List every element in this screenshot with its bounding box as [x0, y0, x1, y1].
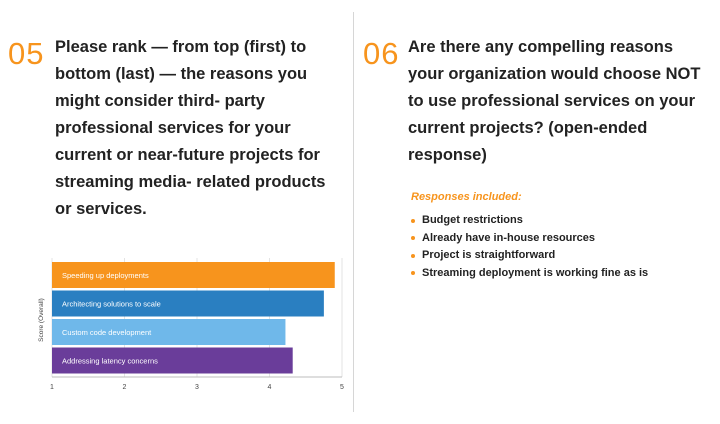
responses-heading: Responses included:	[411, 191, 522, 203]
response-text: Project is straightforward	[422, 249, 556, 261]
responses-list: Budget restrictions Already have in-hous…	[411, 212, 648, 282]
bar-label-4: Addressing latency concerns	[62, 357, 158, 366]
x-tick-label: 4	[268, 384, 272, 391]
bar-label-1: Speeding up deployments	[62, 271, 149, 280]
ranking-bar-chart: Speeding up deployments Architecting solu…	[38, 258, 344, 391]
bullet-icon	[411, 236, 415, 241]
x-tick-label: 3	[195, 384, 199, 391]
x-tick-label: 2	[123, 384, 127, 391]
response-text: Budget restrictions	[422, 214, 523, 226]
bullet-icon	[411, 271, 415, 276]
list-item: Project is straightforward	[411, 247, 648, 265]
bar-4	[52, 347, 293, 374]
bullet-icon	[411, 253, 415, 258]
bullet-icon	[411, 218, 415, 223]
list-item: Streaming deployment is working fine as …	[411, 265, 648, 283]
question-number-05: 05	[8, 36, 45, 71]
response-text: Already have in-house resources	[422, 231, 596, 244]
response-text: Streaming deployment is working fine as …	[422, 266, 649, 279]
list-item: Already have in-house resources	[411, 230, 648, 248]
question-text-05: Please rank — from top (first) to bottom…	[55, 38, 326, 218]
bar-3	[52, 319, 286, 345]
column-divider	[353, 12, 354, 412]
bar-label-2: Architecting solutions to scale	[62, 300, 161, 309]
x-tick-label: 1	[50, 384, 54, 391]
bar-label-3: Custom code development	[62, 328, 152, 337]
question-text-06: Are there any compelling reasons your or…	[408, 38, 701, 164]
bar-1	[52, 262, 335, 288]
x-tick-label: 5	[340, 384, 344, 391]
y-axis-label: Score (Overall)	[38, 298, 45, 342]
question-number-06: 06	[363, 36, 400, 71]
bar-2	[52, 290, 324, 317]
list-item: Budget restrictions	[411, 212, 648, 230]
